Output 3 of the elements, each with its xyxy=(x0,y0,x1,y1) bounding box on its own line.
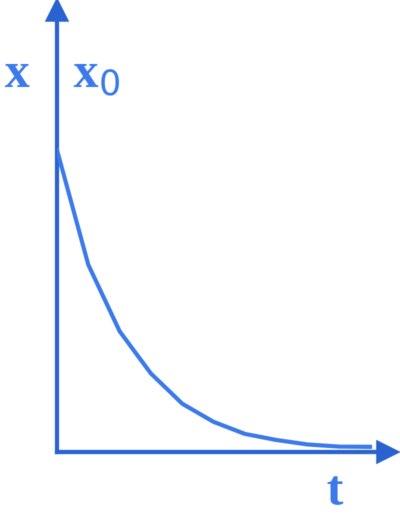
x-axis-title: t xyxy=(328,476,344,505)
y-axis-title: x xyxy=(4,64,30,87)
text: x$_{0}$ xyxy=(74,64,119,96)
